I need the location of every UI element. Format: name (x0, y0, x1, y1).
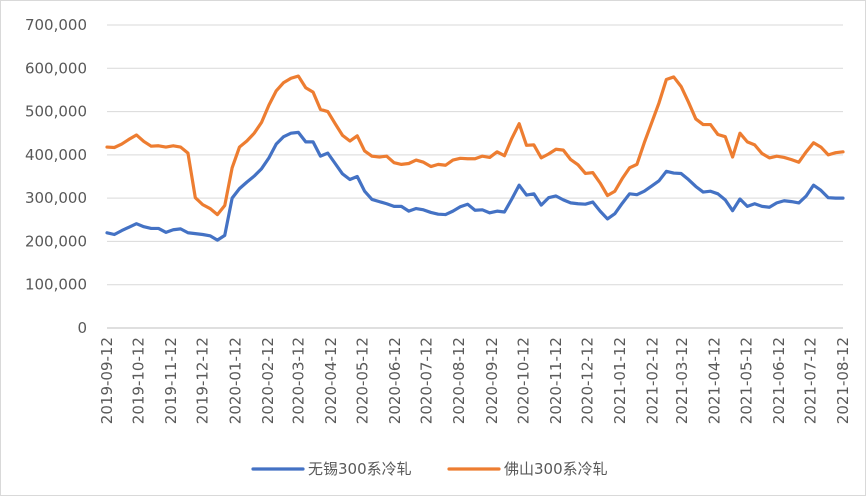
y-axis-ticks: 0 100,000 200,000 300,000 400,000 500,000 600,… (25, 16, 87, 337)
x-tick-label: 2020-10-12 (514, 337, 532, 424)
series-line-2 (105, 74, 845, 217)
y-tick-label: 500,000 (25, 103, 87, 121)
x-tick-label: 2021-05-12 (737, 337, 755, 424)
x-tick-label: 2019-11-12 (162, 337, 180, 424)
legend-label: 佛山300系冷轧 (504, 460, 608, 478)
x-tick-label: 2019-12-12 (194, 337, 212, 424)
x-tick-label: 2021-06-12 (770, 337, 788, 424)
x-tick-label: 2021-07-12 (801, 337, 819, 424)
x-tick-label: 2020-09-12 (483, 337, 501, 424)
x-tick-label: 2019-10-12 (130, 337, 148, 424)
legend: 无锡300系冷轧 佛山300系冷轧 (251, 460, 608, 478)
series-lines (105, 74, 845, 242)
x-axis-ticks: 2019-09-12 2019-10-12 2019-11-12 2019-12-12… (98, 337, 852, 424)
y-tick-label: 400,000 (25, 146, 87, 164)
x-tick-label: 2021-04-12 (706, 337, 724, 424)
x-tick-label: 2020-07-12 (418, 337, 436, 424)
legend-label: 无锡300系冷轧 (308, 460, 412, 478)
x-tick-label: 2020-12-12 (579, 337, 597, 424)
x-tick-label: 2020-11-12 (547, 337, 565, 424)
x-tick-label: 2021-03-12 (673, 337, 691, 424)
x-tick-label: 2020-08-12 (450, 337, 468, 424)
x-tick-label: 2020-01-12 (226, 337, 244, 424)
x-tick-label: 2020-03-12 (289, 337, 307, 424)
series-line-1 (105, 130, 845, 242)
y-tick-label: 600,000 (25, 59, 87, 77)
gridlines (107, 24, 843, 329)
x-tick-label: 2020-06-12 (386, 337, 404, 424)
x-tick-label: 2019-09-12 (98, 337, 116, 424)
x-tick-label: 2020-02-12 (259, 337, 277, 424)
x-tick-label: 2021-08-12 (834, 337, 852, 424)
y-tick-label: 100,000 (25, 276, 87, 294)
x-tick-label: 2021-02-12 (644, 337, 662, 424)
x-tick-label: 2020-04-12 (322, 337, 340, 424)
y-tick-label: 700,000 (25, 16, 87, 34)
x-tick-label: 2020-05-12 (353, 337, 371, 424)
y-tick-label: 300,000 (25, 189, 87, 207)
y-tick-label: 200,000 (25, 232, 87, 250)
x-tick-label: 2021-01-12 (611, 337, 629, 424)
y-tick-label: 0 (77, 319, 87, 337)
